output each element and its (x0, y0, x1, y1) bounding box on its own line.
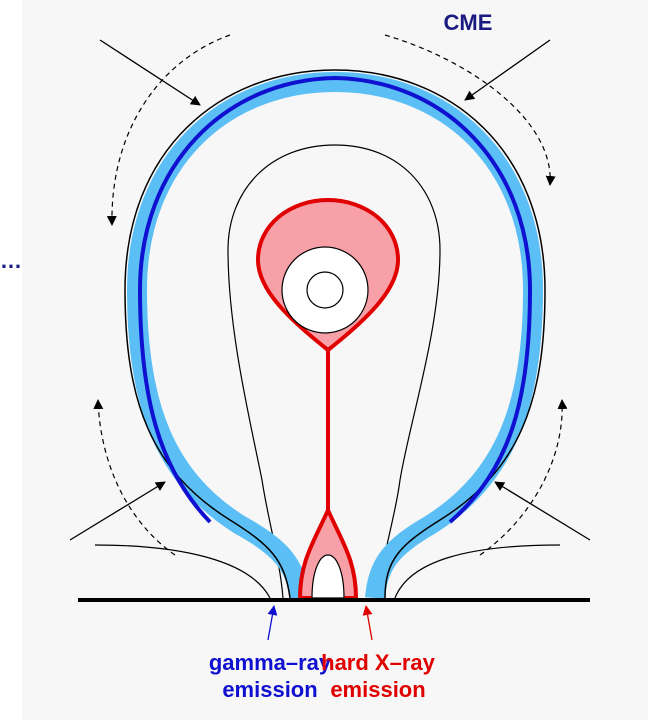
inner-arch (311, 554, 345, 599)
xray-label: hard X–ray (321, 650, 435, 675)
gamma-arrow (267, 605, 278, 641)
xray-emission-label: emission (330, 677, 425, 702)
cme-label: CME (444, 10, 493, 35)
blue-band (126, 71, 544, 600)
gamma-emission-label: emission (222, 677, 317, 702)
blue-line (137, 75, 533, 524)
inflow-arrows (69, 39, 591, 541)
outflow-arrows (93, 34, 568, 556)
xray-arrow (362, 605, 373, 641)
field-lines (94, 144, 561, 599)
rope-core (306, 271, 344, 309)
panel (22, 0, 648, 720)
gamma-label: gamma–ray (209, 650, 332, 675)
edge-label: … (0, 248, 22, 273)
